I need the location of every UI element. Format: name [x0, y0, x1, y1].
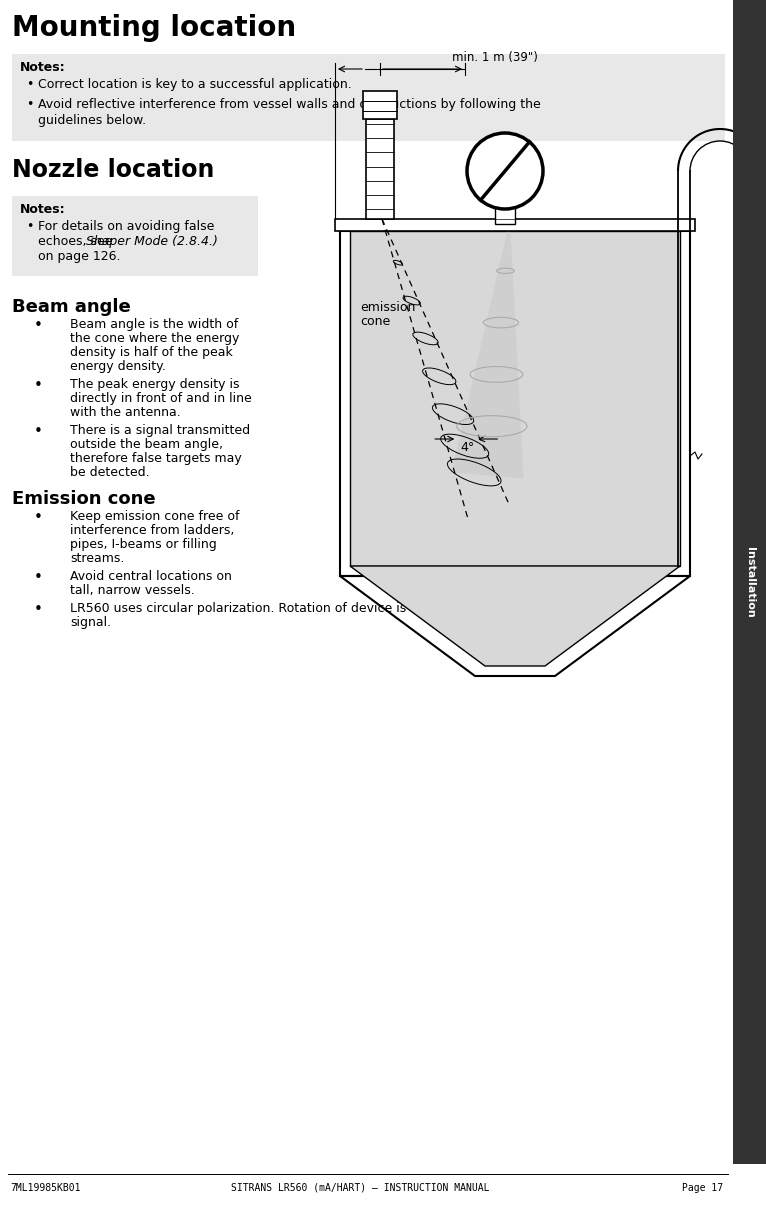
Text: tall, narrow vessels.: tall, narrow vessels. — [70, 584, 195, 597]
Text: Emission cone: Emission cone — [12, 490, 155, 508]
Text: Mounting location: Mounting location — [12, 14, 296, 42]
Text: outside the beam angle,: outside the beam angle, — [70, 438, 223, 451]
Text: be detected.: be detected. — [70, 466, 149, 479]
Text: SITRANS LR560 (mA/HART) – INSTRUCTION MANUAL: SITRANS LR560 (mA/HART) – INSTRUCTION MA… — [231, 1183, 489, 1193]
Text: •: • — [34, 425, 42, 439]
Text: Page 17: Page 17 — [682, 1183, 723, 1193]
Text: Notes:: Notes: — [20, 62, 66, 74]
Text: with the antenna.: with the antenna. — [70, 406, 181, 418]
Text: •: • — [26, 78, 34, 90]
Text: Beam angle: Beam angle — [12, 298, 131, 316]
Text: •: • — [34, 377, 42, 393]
Text: •: • — [34, 570, 42, 585]
Bar — [340, 232, 690, 576]
Text: echoes, see: echoes, see — [38, 235, 116, 248]
Circle shape — [467, 133, 543, 209]
Bar — [12, 54, 725, 141]
Text: •: • — [34, 318, 42, 333]
Polygon shape — [350, 566, 680, 666]
Bar — [363, 90, 397, 119]
Text: Beam angle is the width of: Beam angle is the width of — [70, 318, 238, 330]
Bar — [12, 197, 258, 276]
Bar — [335, 219, 695, 232]
Text: Installation: Installation — [745, 546, 755, 617]
Text: Shaper Mode (2.8.4.): Shaper Mode (2.8.4.) — [86, 235, 218, 248]
Text: The peak energy density is: The peak energy density is — [70, 377, 240, 391]
Text: LR560 uses circular polarization. Rotation of device is not required to optimize: LR560 uses circular polarization. Rotati… — [70, 602, 561, 615]
Bar — [733, 0, 766, 1164]
Text: Nozzle location: Nozzle location — [12, 158, 214, 182]
Text: •: • — [34, 510, 42, 525]
Text: min. 1 m (39"): min. 1 m (39") — [453, 51, 538, 64]
Text: streams.: streams. — [70, 552, 124, 564]
Text: density is half of the peak: density is half of the peak — [70, 346, 233, 359]
Text: 4°: 4° — [460, 441, 474, 453]
Text: 7ML19985KB01: 7ML19985KB01 — [10, 1183, 80, 1193]
Text: directly in front of and in line: directly in front of and in line — [70, 392, 252, 405]
Bar — [366, 119, 394, 219]
Text: Notes:: Notes: — [20, 203, 66, 216]
Text: Correct location is key to a successful application.: Correct location is key to a successful … — [38, 78, 352, 90]
Text: There is a signal transmitted: There is a signal transmitted — [70, 425, 250, 437]
Text: therefore false targets may: therefore false targets may — [70, 452, 242, 466]
Text: cone: cone — [360, 315, 390, 328]
Polygon shape — [451, 219, 524, 479]
Text: guidelines below.: guidelines below. — [38, 115, 146, 127]
Bar — [350, 232, 680, 566]
Text: Keep emission cone free of: Keep emission cone free of — [70, 510, 240, 523]
Text: interference from ladders,: interference from ladders, — [70, 523, 234, 537]
Text: signal.: signal. — [70, 616, 111, 630]
Text: •: • — [26, 219, 34, 233]
Text: Avoid reflective interference from vessel walls and obstructions by following th: Avoid reflective interference from vesse… — [38, 98, 541, 111]
Text: pipes, I-beams or filling: pipes, I-beams or filling — [70, 538, 217, 551]
Bar — [495, 169, 515, 224]
Text: For details on avoiding false: For details on avoiding false — [38, 219, 214, 233]
Text: Avoid central locations on: Avoid central locations on — [70, 570, 232, 582]
Text: on page 126.: on page 126. — [38, 250, 120, 263]
Text: •: • — [34, 602, 42, 617]
Text: emission: emission — [360, 302, 415, 314]
Text: the cone where the energy: the cone where the energy — [70, 332, 239, 345]
Text: energy density.: energy density. — [70, 361, 165, 373]
Text: •: • — [26, 98, 34, 111]
